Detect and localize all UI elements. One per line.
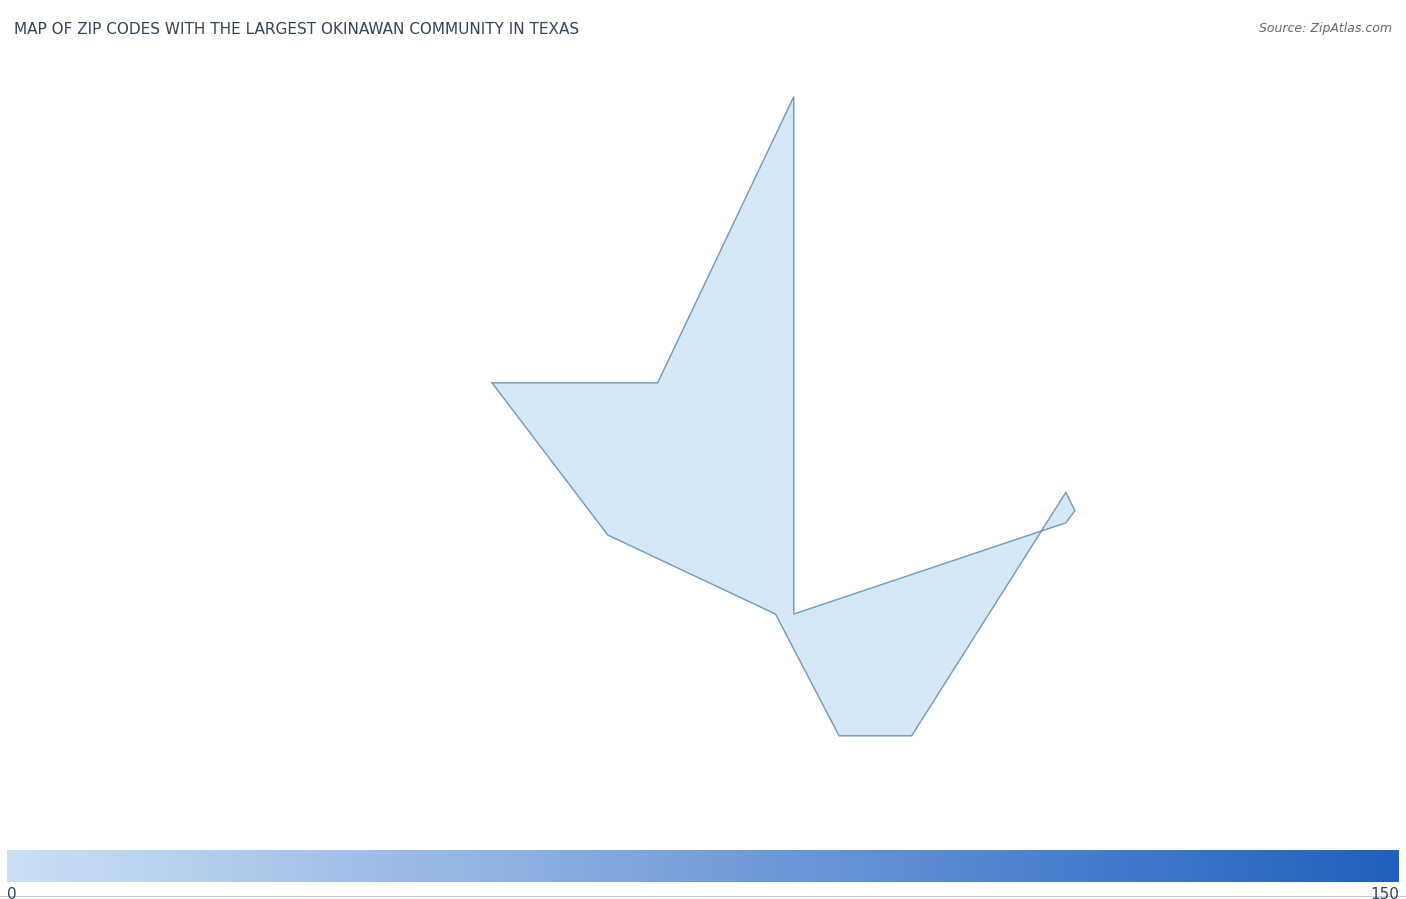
Text: 150: 150: [1369, 886, 1399, 899]
Text: MAP OF ZIP CODES WITH THE LARGEST OKINAWAN COMMUNITY IN TEXAS: MAP OF ZIP CODES WITH THE LARGEST OKINAW…: [14, 22, 579, 38]
Text: Source: ZipAtlas.com: Source: ZipAtlas.com: [1258, 22, 1392, 35]
Text: 0: 0: [7, 886, 17, 899]
Polygon shape: [492, 97, 1076, 735]
